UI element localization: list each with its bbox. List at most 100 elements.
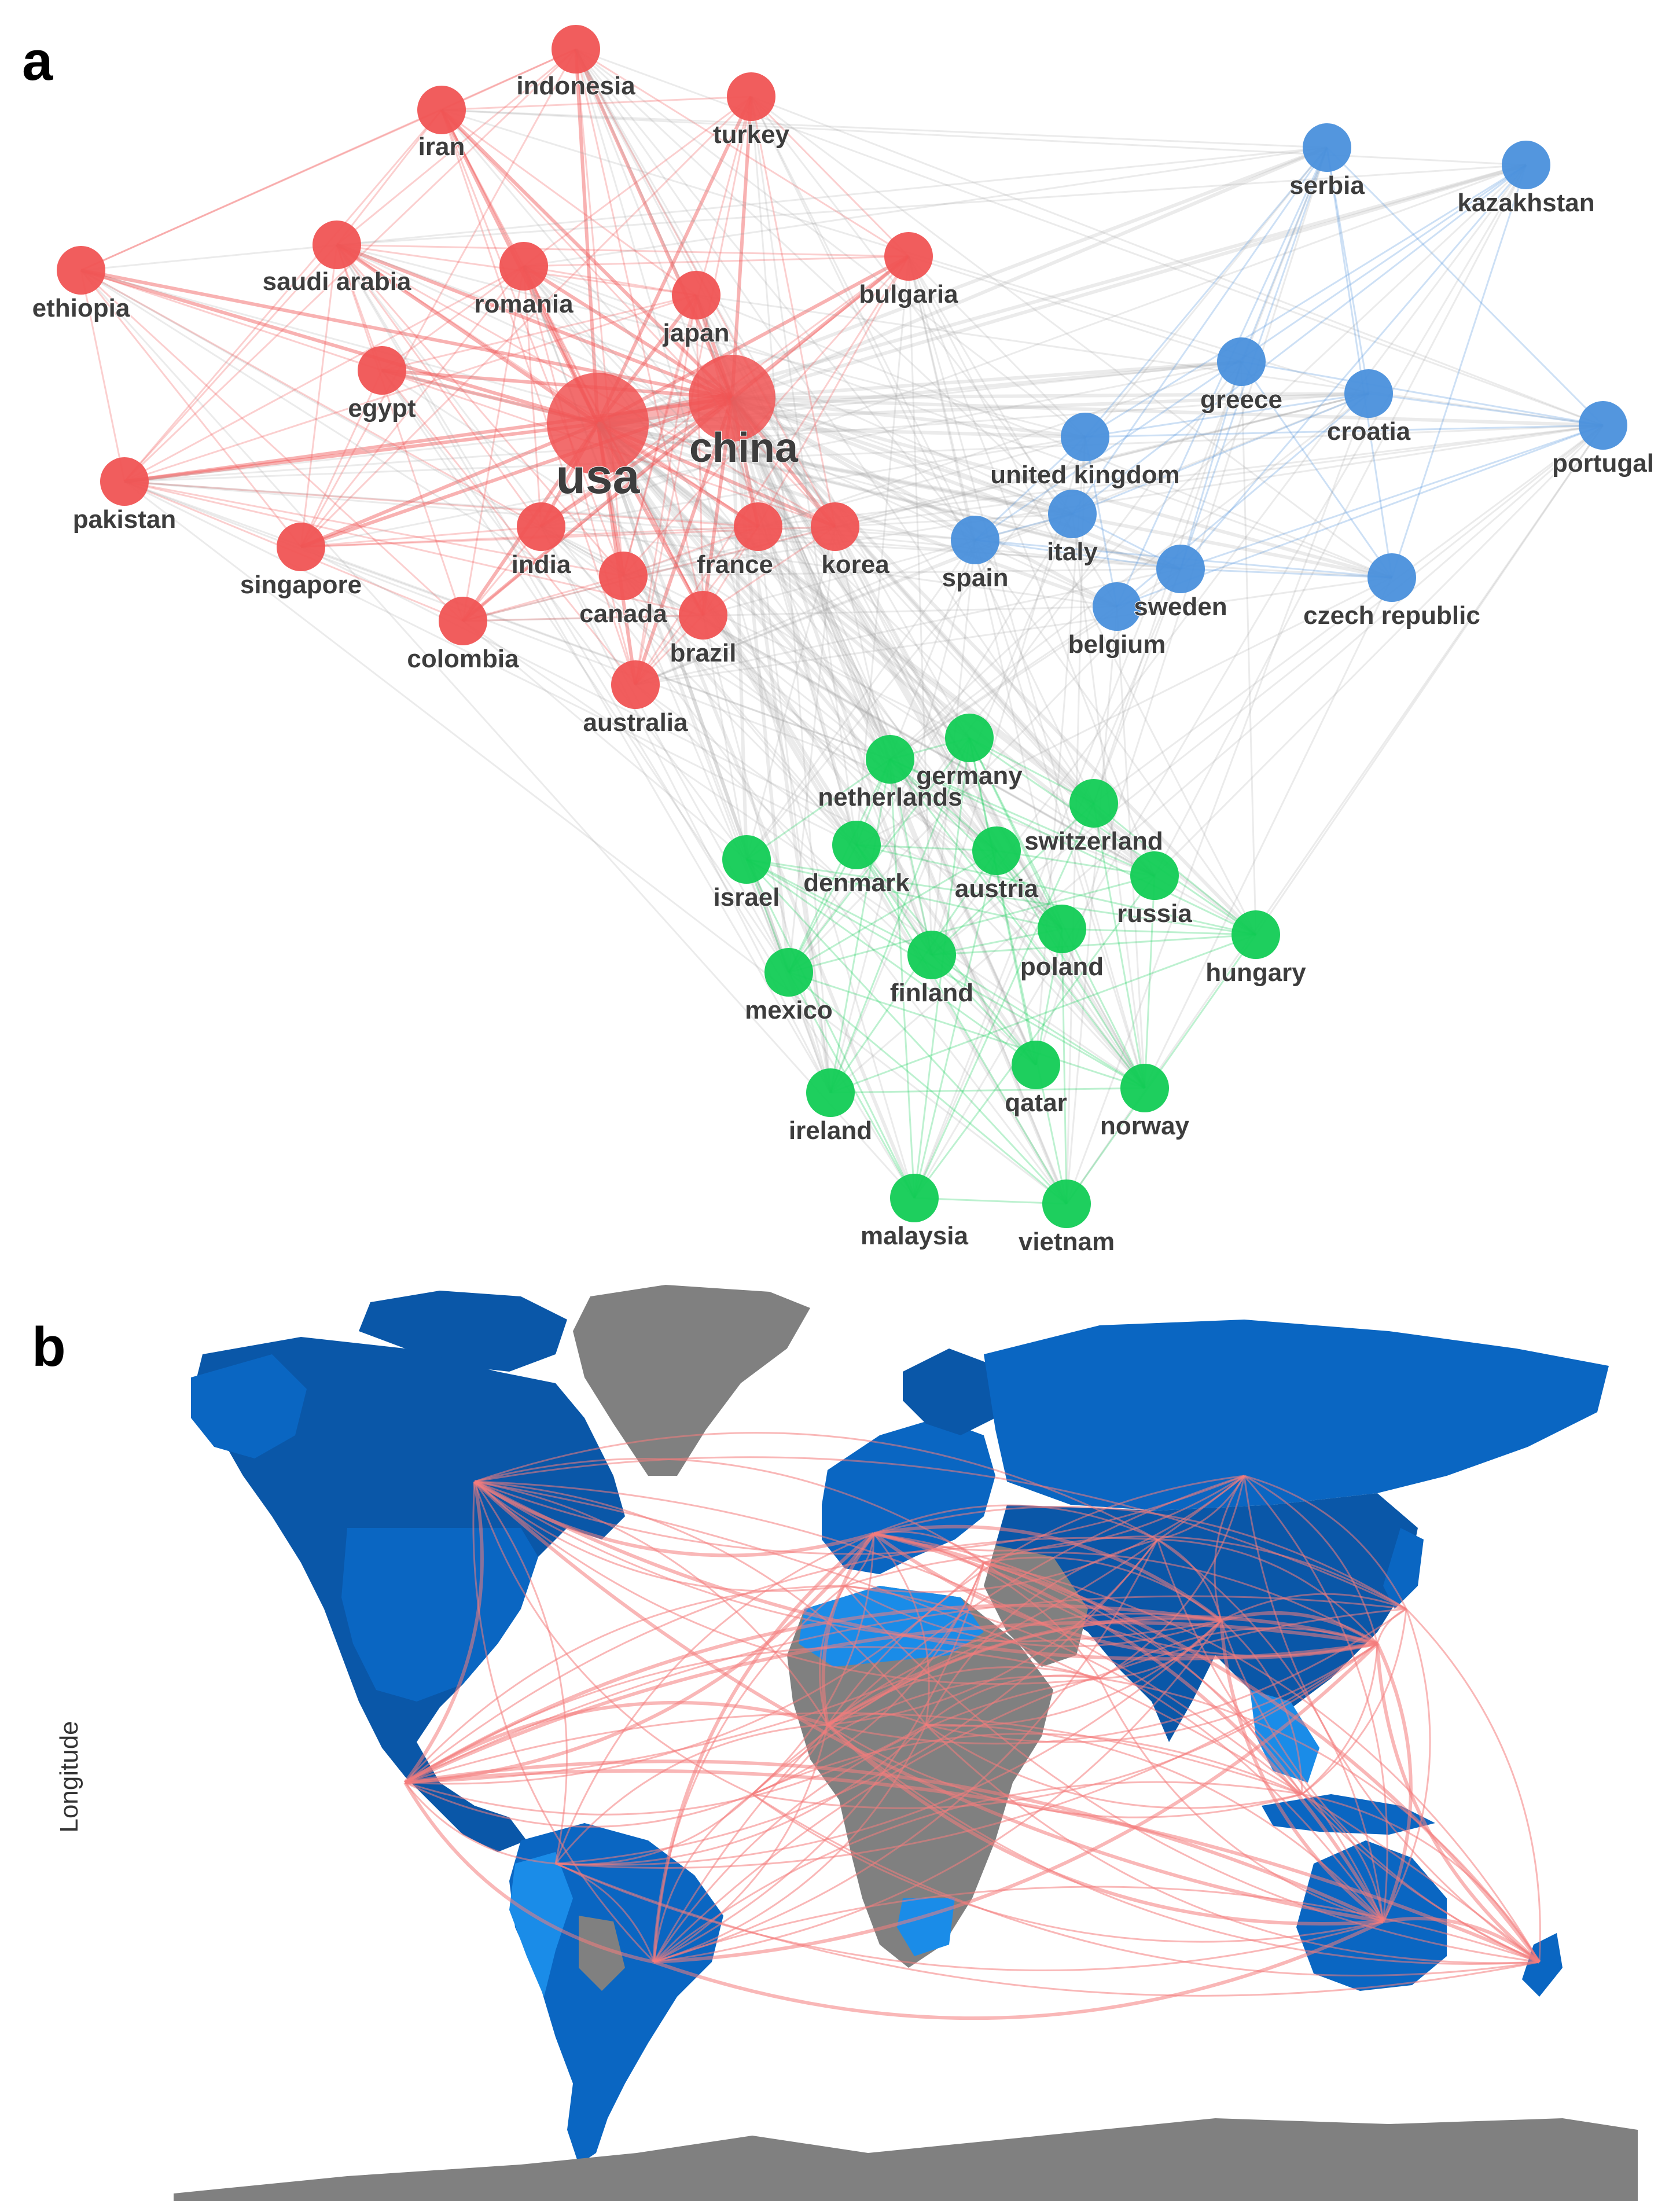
edge-pakistan-sweden <box>124 480 1181 570</box>
node-switzerland[interactable] <box>1069 779 1118 828</box>
flow-arc <box>555 1862 1540 1997</box>
node-qatar[interactable] <box>1012 1041 1060 1089</box>
node-belgium[interactable] <box>1093 582 1141 631</box>
node-australia[interactable] <box>611 660 660 709</box>
node-label-israel: israel <box>714 883 780 912</box>
node-italy[interactable] <box>1048 490 1097 538</box>
node-malaysia[interactable] <box>890 1174 939 1222</box>
node-norway[interactable] <box>1120 1064 1169 1112</box>
node-israel[interactable] <box>722 835 771 884</box>
flow-arc <box>873 1531 984 1564</box>
edge-china-serbia <box>731 146 1328 400</box>
edge-china-singapore <box>300 396 733 549</box>
node-portugal[interactable] <box>1579 401 1627 450</box>
node-usa[interactable] <box>547 373 649 475</box>
node-sweden[interactable] <box>1156 545 1205 593</box>
node-croatia[interactable] <box>1344 369 1393 418</box>
node-korea[interactable] <box>811 502 859 551</box>
edge-romania-egypt <box>381 265 524 372</box>
node-label-india: india <box>512 550 571 579</box>
node-united-kingdom[interactable] <box>1061 413 1109 461</box>
edge-portugal-russia <box>1153 424 1604 877</box>
edge-turkey-korea <box>750 96 836 527</box>
node-brazil[interactable] <box>679 591 727 640</box>
node-denmark[interactable] <box>832 821 881 869</box>
edge-india-denmark <box>540 526 858 846</box>
node-japan[interactable] <box>672 271 720 319</box>
flow-arc <box>752 1793 1540 1976</box>
flow-arc <box>474 1432 1158 1541</box>
node-greece[interactable] <box>1217 337 1266 386</box>
node-singapore[interactable] <box>277 523 325 571</box>
edge-china-austria <box>730 397 998 852</box>
edge-turkey-singapore <box>300 95 752 548</box>
node-turkey[interactable] <box>727 72 775 121</box>
node-bulgaria[interactable] <box>884 232 933 281</box>
edge-usa-turkey <box>596 95 753 425</box>
node-ireland[interactable] <box>806 1068 855 1117</box>
edge-romania-russia <box>523 265 1156 877</box>
flow-arc <box>752 1533 875 1795</box>
edge-indonesia-austria <box>575 49 998 851</box>
edge-kazakhstan-finland <box>931 164 1527 956</box>
node-poland[interactable] <box>1038 905 1086 953</box>
flow-arc <box>653 1620 1222 1963</box>
node-romania[interactable] <box>499 242 548 291</box>
edge-china-belgium <box>731 396 1118 608</box>
node-serbia[interactable] <box>1303 123 1351 172</box>
node-mexico[interactable] <box>764 948 813 997</box>
world-collaboration-map <box>174 1285 1638 2201</box>
node-china[interactable] <box>689 355 775 442</box>
edge-bulgaria-hungary <box>907 256 1257 935</box>
edge-usa-belgium <box>597 422 1117 608</box>
edge-turkey-switzerland <box>750 96 1095 804</box>
node-hungary[interactable] <box>1231 910 1280 959</box>
node-austria[interactable] <box>972 826 1021 875</box>
flow-arc <box>653 1642 1379 1964</box>
edge-brazil-austria <box>703 614 997 852</box>
edge-serbia-malaysia <box>913 147 1328 1199</box>
edge-china-australia <box>634 398 734 685</box>
node-label-croatia: croatia <box>1327 417 1411 446</box>
edge-portugal-sweden <box>1180 424 1604 570</box>
edge-usa-pakistan <box>124 422 598 483</box>
node-pakistan[interactable] <box>100 457 149 506</box>
node-kazakhstan[interactable] <box>1502 141 1550 189</box>
edge-korea-norway <box>834 526 1146 1089</box>
node-iran[interactable] <box>417 86 466 134</box>
node-ethiopia[interactable] <box>57 246 105 295</box>
edge-czech-republic-denmark <box>856 576 1392 846</box>
edge-sweden-mexico <box>788 568 1182 973</box>
edge-ethiopia-singapore <box>80 270 302 548</box>
edge-canada-portugal <box>623 424 1604 577</box>
node-russia[interactable] <box>1130 851 1179 900</box>
node-india[interactable] <box>517 502 565 551</box>
edge-greece-mexico <box>788 361 1242 973</box>
node-saudi-arabia[interactable] <box>313 221 361 269</box>
flow-arc <box>1099 1677 1541 1963</box>
edge-brazil-italy <box>703 513 1073 616</box>
edge-israel-qatar <box>746 858 1036 1066</box>
node-indonesia[interactable] <box>552 25 600 74</box>
node-france[interactable] <box>734 502 782 551</box>
edge-united-kingdom-belgium <box>1084 436 1118 607</box>
node-germany[interactable] <box>945 714 994 762</box>
node-vietnam[interactable] <box>1042 1179 1091 1228</box>
edge-indonesia-canada <box>575 49 624 576</box>
node-label-vietnam: vietnam <box>1019 1228 1115 1256</box>
node-netherlands[interactable] <box>866 735 914 784</box>
edge-india-belgium <box>541 526 1117 608</box>
node-czech-republic[interactable] <box>1367 553 1416 602</box>
node-egypt[interactable] <box>358 346 406 395</box>
edge-saudi-arabia-kazakhstan <box>336 164 1527 246</box>
node-label-china: china <box>689 425 799 471</box>
node-canada[interactable] <box>599 552 648 600</box>
flow-arc <box>1221 1619 1303 1795</box>
node-spain[interactable] <box>951 516 999 564</box>
node-colombia[interactable] <box>439 597 487 645</box>
flow-arc <box>844 1585 1384 1922</box>
edge-romania-germany <box>523 265 970 739</box>
node-finland[interactable] <box>907 931 956 979</box>
node-label-indonesia: indonesia <box>516 72 635 100</box>
flow-arc <box>1376 1643 1413 1923</box>
